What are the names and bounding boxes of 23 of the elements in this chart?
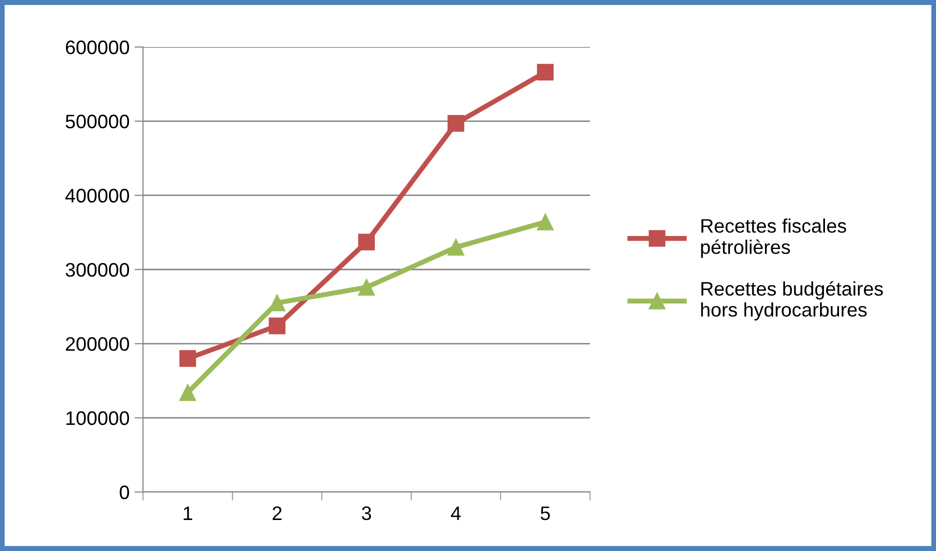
- legend-label: Recettes fiscales pétrolières: [701, 218, 846, 258]
- y-tick-label: 100000: [66, 411, 130, 426]
- y-tick-label: 500000: [66, 114, 130, 128]
- point: [536, 214, 554, 230]
- x-tick-label: 1: [184, 506, 192, 520]
- point: [358, 234, 375, 250]
- point: [536, 64, 554, 81]
- y-tick-label: 0: [120, 485, 130, 500]
- point: [448, 115, 464, 132]
- point: [179, 350, 196, 367]
- x-tick-label: 5: [540, 506, 550, 520]
- y-tick-label: 200000: [66, 337, 130, 351]
- legend-label: Recettes budgétaires hors hydrocarbures: [701, 281, 883, 320]
- point: [358, 278, 375, 296]
- x-tick-label: 4: [450, 506, 461, 520]
- x-tick-label: 2: [272, 506, 282, 520]
- point: [448, 238, 464, 256]
- y-tick-label: 300000: [66, 262, 130, 277]
- point: [268, 318, 286, 334]
- point: [179, 384, 196, 401]
- y-tick-label: 600000: [66, 40, 130, 54]
- y-tick-label: 400000: [65, 188, 130, 203]
- x-tick-label: 3: [362, 506, 372, 520]
